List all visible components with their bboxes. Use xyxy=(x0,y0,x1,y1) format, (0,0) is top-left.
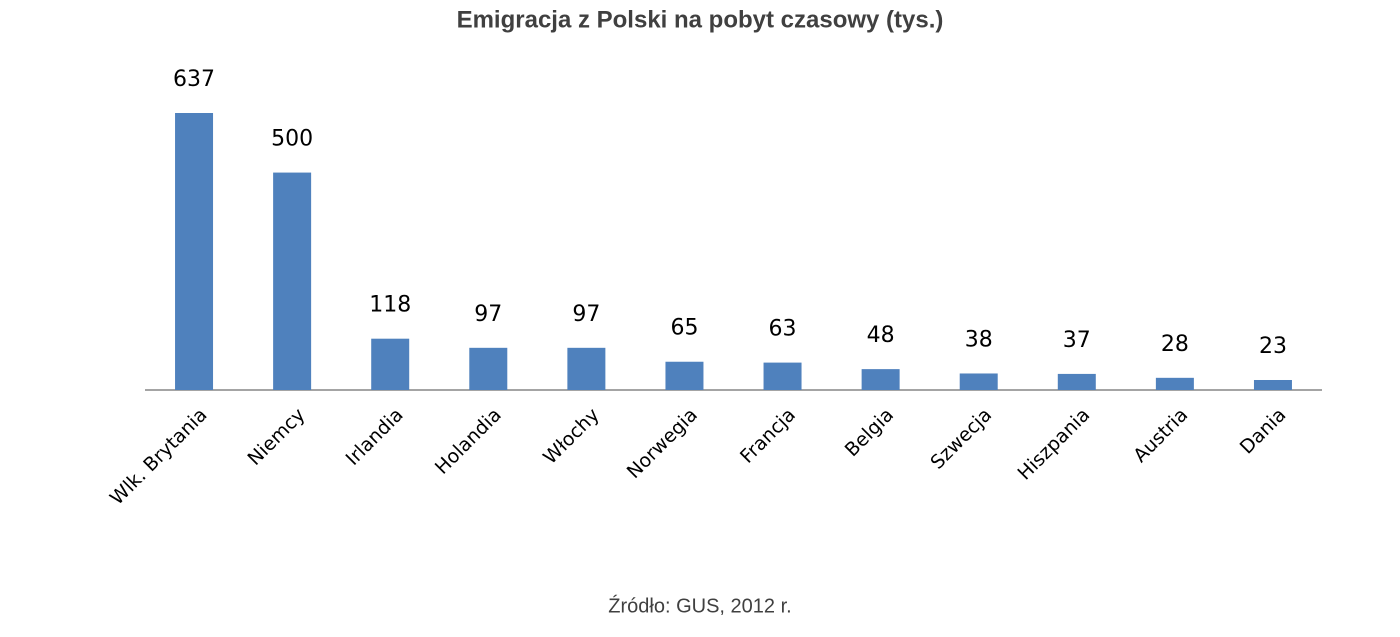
x-tick-label: Austria xyxy=(1129,404,1192,467)
x-tick-label: Irlandia xyxy=(342,404,408,470)
bar xyxy=(175,113,214,390)
x-tick-label: Włochy xyxy=(539,404,604,469)
bar xyxy=(861,369,900,390)
x-tick-label: Szwecja xyxy=(926,404,996,474)
bar xyxy=(371,338,410,390)
value-label: 65 xyxy=(670,316,698,341)
value-label: 37 xyxy=(1063,328,1091,353)
x-tick-label: Belgia xyxy=(841,404,898,461)
value-label: 63 xyxy=(769,317,797,342)
x-tick-label: Wlk. Brytania xyxy=(106,404,212,510)
bar xyxy=(1155,377,1194,390)
chart-title: Emigracja z Polski na pobyt czasowy (tys… xyxy=(457,6,944,33)
x-tick-label: Hiszpania xyxy=(1014,404,1095,485)
x-tick-label: Norwegia xyxy=(623,404,702,483)
value-label: 97 xyxy=(474,302,502,327)
bar xyxy=(567,347,606,390)
source-note: Źródło: GUS, 2012 r. xyxy=(608,594,791,617)
x-tick-label: Niemcy xyxy=(244,404,310,470)
x-tick-label: Dania xyxy=(1236,404,1291,459)
value-label: 23 xyxy=(1259,334,1287,359)
x-tick-label: Francja xyxy=(736,404,800,468)
bar xyxy=(469,347,508,390)
value-label: 38 xyxy=(965,327,993,352)
value-label: 637 xyxy=(173,67,215,92)
bar xyxy=(959,373,998,390)
bar xyxy=(1057,373,1096,390)
value-label: 118 xyxy=(369,293,411,318)
bar xyxy=(1253,379,1292,390)
bar xyxy=(763,362,802,390)
value-label: 48 xyxy=(867,323,895,348)
value-label: 28 xyxy=(1161,332,1189,357)
value-label: 97 xyxy=(572,302,600,327)
value-label: 500 xyxy=(271,127,313,152)
bar xyxy=(273,172,312,390)
x-tick-label: Holandia xyxy=(431,404,506,479)
bar xyxy=(665,361,704,390)
